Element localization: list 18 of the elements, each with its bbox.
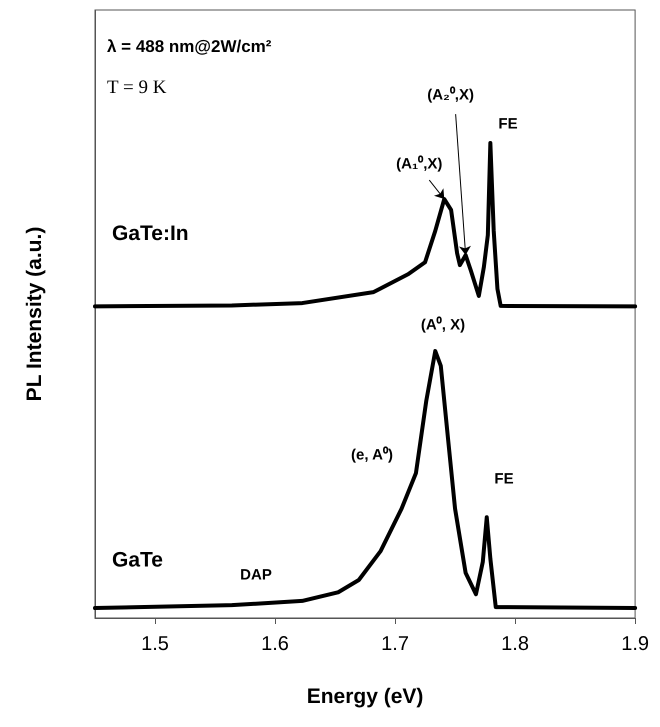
x-tick-label: 1.7 [381, 633, 409, 655]
text: λ = 488 nm@2W/cm² [107, 37, 272, 56]
annotation: (A₂⁰,X) [427, 86, 474, 104]
y-axis-title: PL Intensity (a.u.) [23, 226, 46, 402]
x-tick-label: 1.8 [501, 633, 529, 655]
text: GaTe:In [112, 222, 189, 245]
annotation: DAP [240, 566, 272, 584]
x-tick-label: 1.6 [261, 633, 289, 655]
text: FE [498, 116, 518, 132]
text: T = 9 K [107, 77, 167, 98]
series-label: GaTe [112, 548, 163, 572]
annotation: (A₁⁰,X) [396, 154, 442, 173]
annotation: FE [494, 470, 514, 488]
x-tick-label: 1.5 [141, 633, 169, 655]
x-tick-label: 1.9 [621, 633, 650, 655]
annotation: (A⁰, X) [420, 316, 466, 334]
x-axis-title: Energy (eV) [306, 685, 424, 708]
annotation: (e, A⁰) [351, 446, 393, 464]
